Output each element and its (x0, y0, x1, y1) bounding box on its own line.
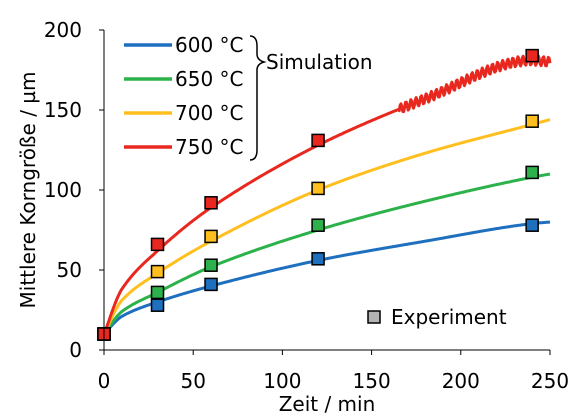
x-tick-label: 150 (353, 369, 391, 393)
experiment-point (150, 285, 165, 300)
legend: 600 °C 650 °C 700 °C 750 °C (124, 33, 244, 159)
experiment-point (311, 133, 325, 148)
y-tick-label: 150 (44, 98, 82, 122)
experiment-point (150, 264, 165, 279)
simulation-line (102, 172, 551, 335)
x-tick-label: 250 (531, 369, 569, 393)
experiment-point (525, 218, 539, 232)
experiment-point (204, 277, 218, 292)
y-tick-label: 50 (57, 258, 82, 282)
y-tick-label: 200 (44, 18, 82, 42)
simulation-line (102, 54, 552, 335)
simulation-lines (102, 54, 552, 336)
x-axis-title: Zeit / min (279, 392, 376, 414)
experiment-legend-label: Experiment (391, 305, 507, 329)
experiment-point (311, 181, 325, 196)
simulation-line (102, 118, 551, 335)
y-tick-label: 100 (44, 178, 82, 202)
x-tick-label: 50 (180, 369, 205, 393)
experiment-point (525, 165, 539, 180)
experiment-point (150, 237, 165, 252)
y-tick-label: 0 (69, 338, 82, 362)
y-axis-title: Mittlere Korngröße / µm (16, 72, 40, 309)
legend-group-label: Simulation (266, 50, 373, 74)
simulation-line (102, 220, 551, 336)
legend-label: 600 °C (175, 33, 244, 57)
experiment-point (525, 48, 539, 63)
y-tick-labels: 0 50 100 150 200 (44, 18, 104, 362)
legend-label: 650 °C (175, 67, 244, 91)
legend-label: 700 °C (175, 101, 244, 125)
x-tick-label: 100 (263, 369, 301, 393)
legend-label: 750 °C (175, 135, 244, 159)
experiment-point (311, 252, 325, 266)
x-tick-labels: 0 50 100 150 200 250 (98, 350, 569, 393)
experiment-point (204, 258, 218, 272)
experiment-point (311, 218, 325, 232)
experiment-legend-marker (367, 310, 381, 324)
legend-brace (249, 35, 267, 161)
experiment-point (204, 196, 218, 210)
experiment-markers (97, 48, 539, 341)
experiment-point (150, 298, 165, 312)
experiment-point (204, 229, 218, 244)
x-tick-label: 0 (98, 369, 111, 393)
experiment-point (525, 114, 539, 128)
x-tick-label: 200 (442, 369, 480, 393)
